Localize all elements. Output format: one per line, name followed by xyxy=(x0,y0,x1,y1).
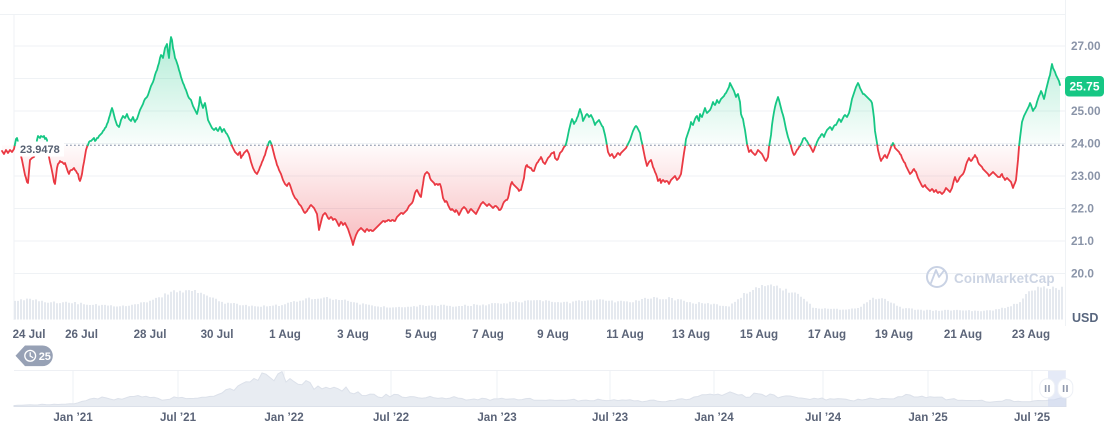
svg-text:USD: USD xyxy=(1072,311,1098,325)
svg-text:26 Jul: 26 Jul xyxy=(65,328,98,341)
svg-text:13 Aug: 13 Aug xyxy=(672,328,710,341)
svg-text:Jan ’24: Jan ’24 xyxy=(694,411,734,424)
svg-text:24.00: 24.00 xyxy=(1071,137,1101,151)
svg-text:Jan ’23: Jan ’23 xyxy=(477,411,517,424)
svg-text:7 Aug: 7 Aug xyxy=(472,328,504,341)
svg-text:CoinMarketCap: CoinMarketCap xyxy=(954,271,1055,286)
svg-text:22.0: 22.0 xyxy=(1071,202,1094,216)
svg-text:Jul ’21: Jul ’21 xyxy=(160,411,197,424)
svg-text:11 Aug: 11 Aug xyxy=(606,328,644,341)
svg-text:25.00: 25.00 xyxy=(1071,104,1101,118)
svg-text:24 Jul: 24 Jul xyxy=(13,328,46,341)
svg-text:23 Aug: 23 Aug xyxy=(1012,328,1050,341)
svg-text:27.00: 27.00 xyxy=(1071,39,1101,53)
svg-text:3 Aug: 3 Aug xyxy=(337,328,369,341)
svg-text:23.9478: 23.9478 xyxy=(20,144,60,156)
svg-text:21 Aug: 21 Aug xyxy=(944,328,982,341)
svg-text:5 Aug: 5 Aug xyxy=(405,328,437,341)
svg-text:20.0: 20.0 xyxy=(1071,267,1094,281)
svg-text:28 Jul: 28 Jul xyxy=(134,328,167,341)
svg-text:19 Aug: 19 Aug xyxy=(875,328,913,341)
svg-text:Jan ’21: Jan ’21 xyxy=(53,411,93,424)
svg-text:9 Aug: 9 Aug xyxy=(537,328,569,341)
svg-text:Jan ’25: Jan ’25 xyxy=(908,411,948,424)
svg-text:Jan ’22: Jan ’22 xyxy=(264,411,303,424)
svg-text:Jul ’22: Jul ’22 xyxy=(373,411,409,424)
svg-text:Jul ’24: Jul ’24 xyxy=(805,411,842,424)
svg-text:Jul ’23: Jul ’23 xyxy=(592,411,629,424)
svg-text:15 Aug: 15 Aug xyxy=(740,328,778,341)
svg-text:21.0: 21.0 xyxy=(1071,234,1094,248)
svg-text:23.00: 23.00 xyxy=(1071,169,1101,183)
svg-text:25: 25 xyxy=(39,351,51,363)
svg-text:25.75: 25.75 xyxy=(1069,80,1099,94)
svg-text:Jul ’25: Jul ’25 xyxy=(1014,411,1051,424)
svg-text:1 Aug: 1 Aug xyxy=(269,328,301,341)
svg-text:30 Jul: 30 Jul xyxy=(201,328,234,341)
svg-text:17 Aug: 17 Aug xyxy=(808,328,846,341)
